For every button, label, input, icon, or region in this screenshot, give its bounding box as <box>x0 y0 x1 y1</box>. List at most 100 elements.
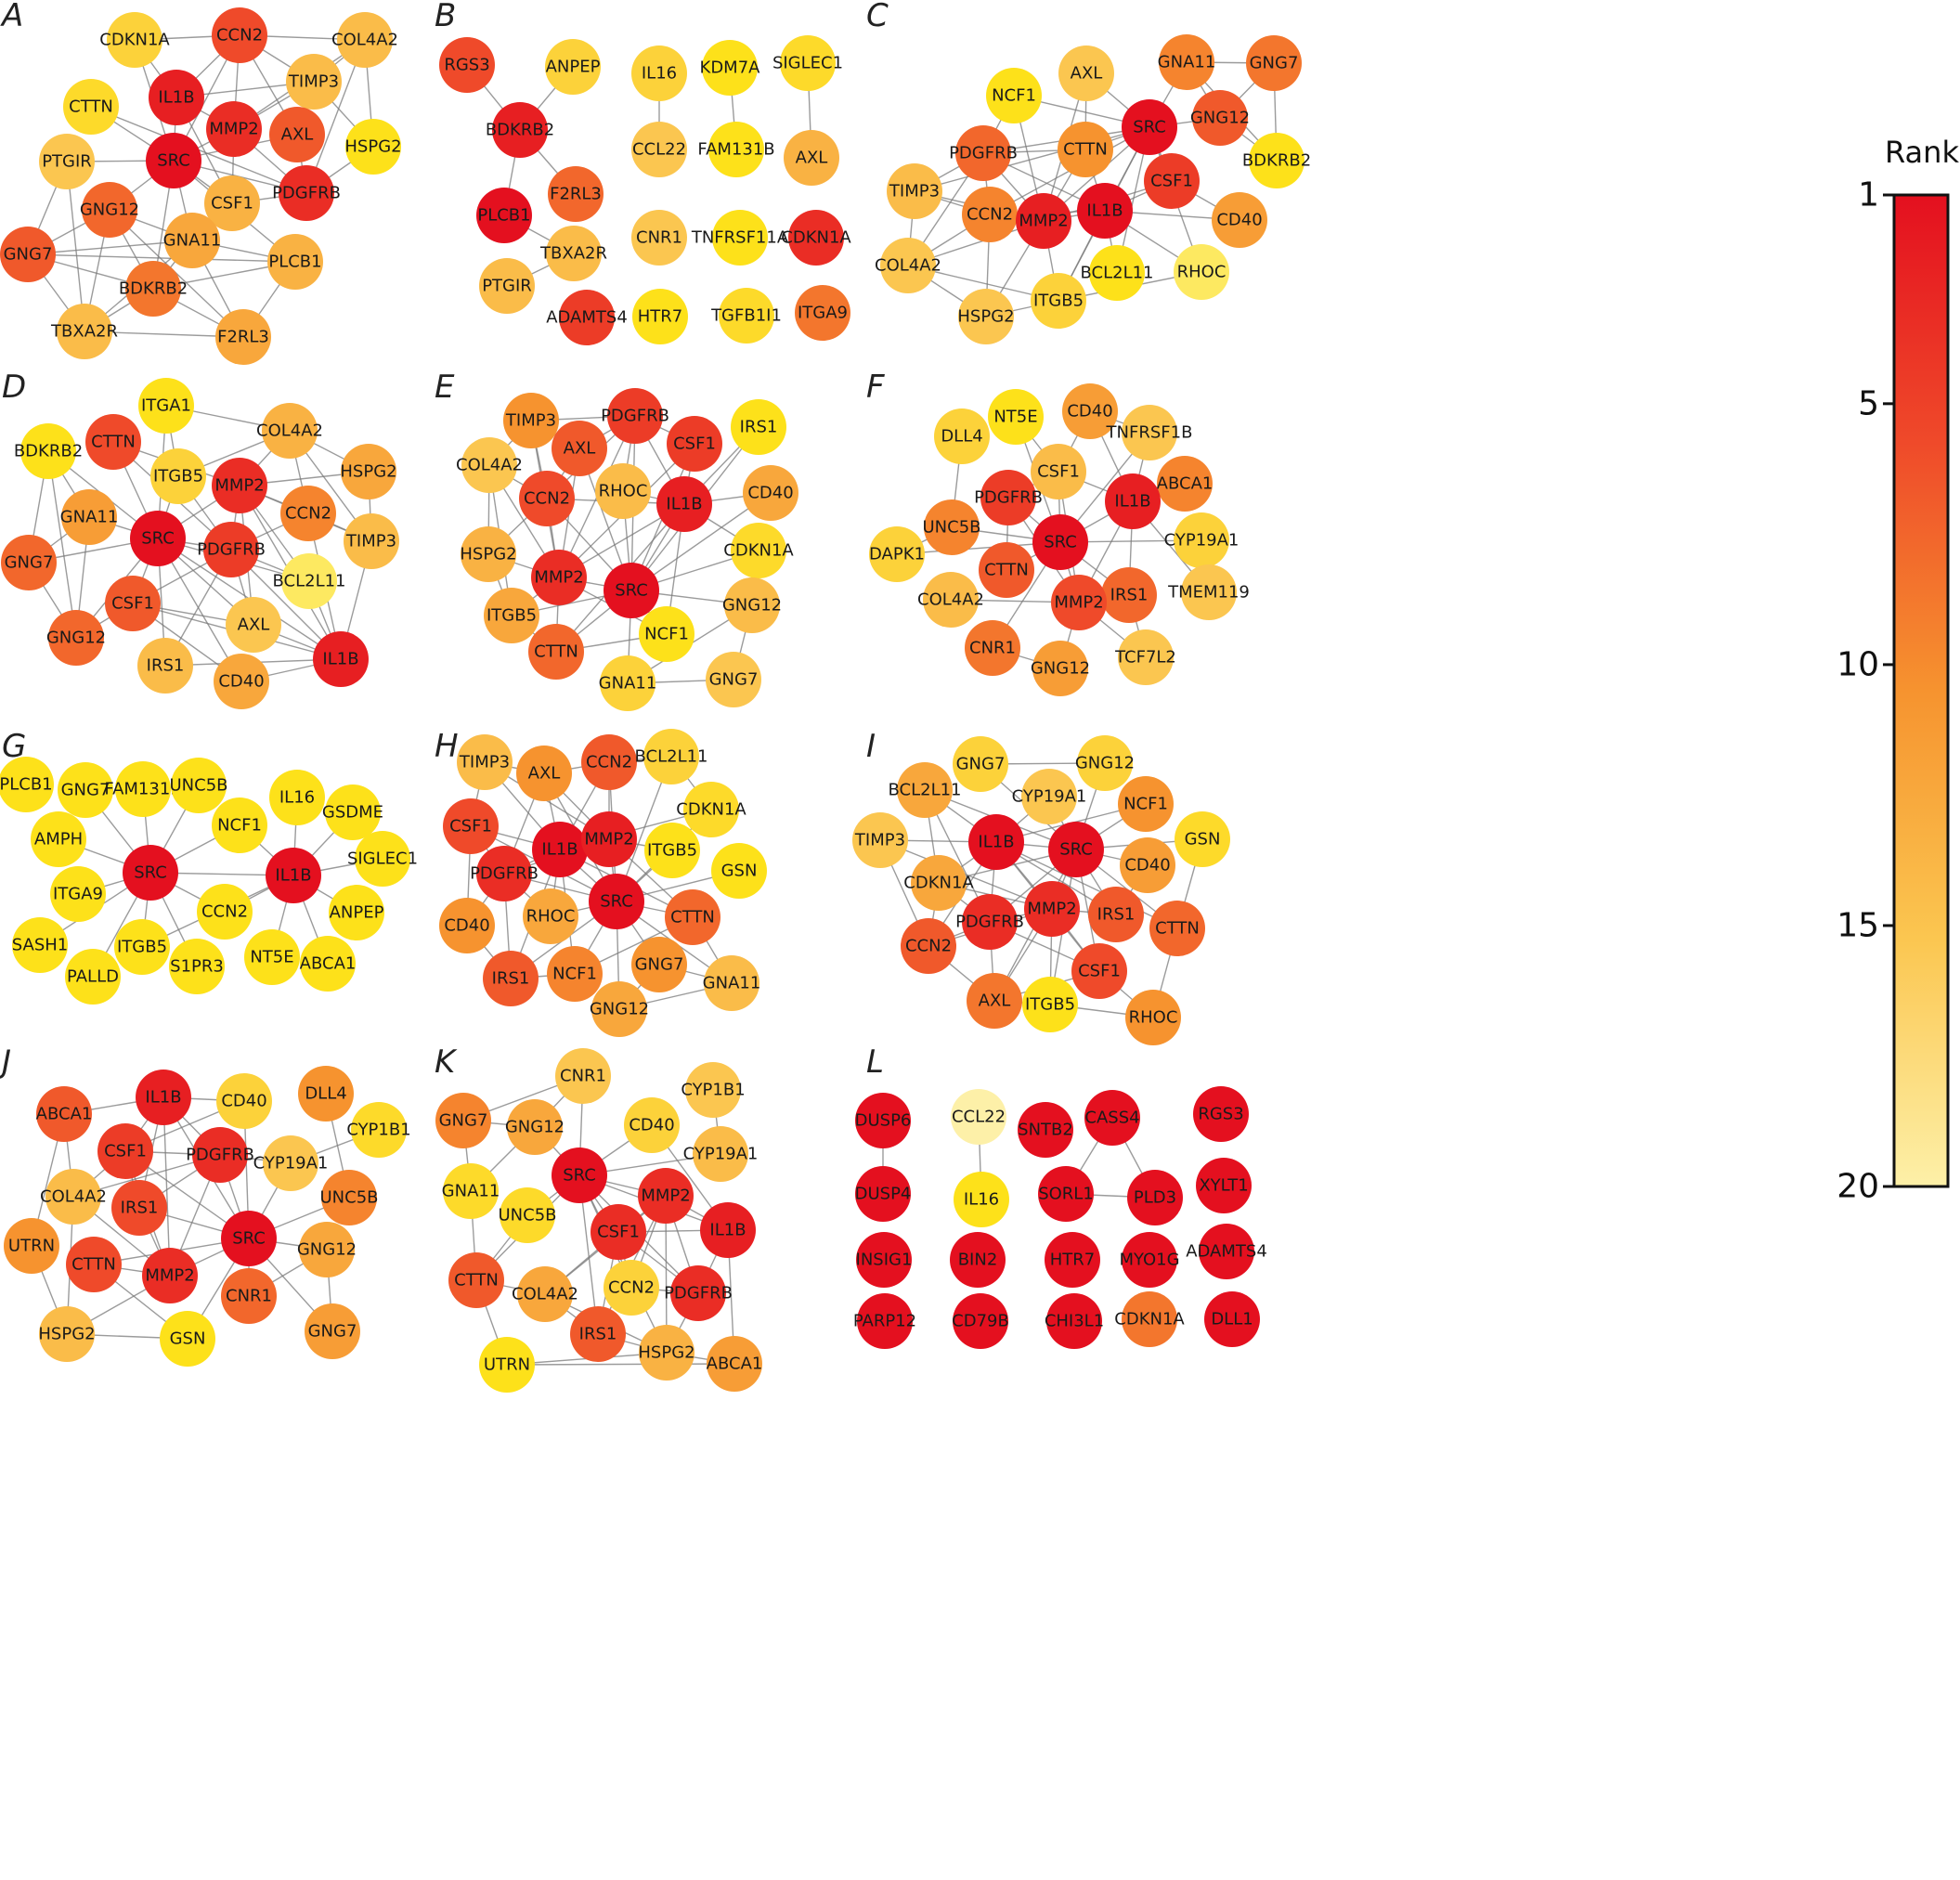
network-node: CDKN1A <box>676 782 746 837</box>
network-node: PLCB1 <box>476 188 532 243</box>
network-node: PDGFRB <box>470 846 539 901</box>
node-label: AXL <box>1071 64 1103 84</box>
node-circle <box>731 399 786 455</box>
network-node: GNG12 <box>1031 641 1090 696</box>
node-circle <box>0 227 56 282</box>
node-label: SIGLEC1 <box>347 849 418 869</box>
node-circle <box>212 7 267 63</box>
node-label: CDKN1A <box>676 800 746 820</box>
network-node: SRC <box>552 1147 607 1203</box>
node-label: COL4A2 <box>512 1285 578 1304</box>
node-circle <box>45 1169 101 1225</box>
network-node: MYO1G <box>1119 1232 1180 1288</box>
node-label: IL1B <box>1114 492 1150 512</box>
network-node: COL4A2 <box>40 1169 107 1225</box>
node-label: CYP19A1 <box>1012 787 1087 807</box>
node-circle <box>667 416 722 472</box>
node-circle <box>552 421 607 476</box>
network-node: GNG12 <box>46 610 106 666</box>
node-label: GNA11 <box>1158 53 1216 72</box>
network-node: AXL <box>269 107 325 162</box>
node-circle <box>461 437 517 493</box>
network-node: CD40 <box>743 465 798 521</box>
node-circle <box>656 476 712 532</box>
network-node: PARP12 <box>853 1293 916 1349</box>
network-node: ITGB5 <box>150 448 206 504</box>
network-node: AXL <box>784 130 839 186</box>
network-edge <box>879 839 1053 910</box>
node-label: GSN <box>721 862 758 881</box>
node-label: ITGA9 <box>53 885 103 904</box>
node-label: CD40 <box>221 1092 266 1111</box>
network-node: IL1B <box>656 476 712 532</box>
node-circle <box>923 572 979 628</box>
network-node: GNG7 <box>58 762 113 818</box>
network-node: CTTN <box>63 79 119 135</box>
node-circle <box>1058 45 1114 101</box>
node-circle <box>269 770 325 825</box>
network-node: CCL22 <box>951 1089 1006 1145</box>
node-circle <box>724 577 780 633</box>
node-label: ABCA1 <box>36 1105 93 1124</box>
node-label: SNTB2 <box>1018 1121 1073 1140</box>
node-label: DLL4 <box>305 1084 346 1104</box>
network-node: IL1B <box>968 814 1024 870</box>
network-node: CDKN1A <box>1114 1291 1185 1347</box>
network-node: BDKRB2 <box>14 423 83 479</box>
node-circle <box>523 888 578 944</box>
network-node: CNR1 <box>965 620 1020 676</box>
network-node: CYP19A1 <box>683 1126 758 1182</box>
node-circle <box>203 522 259 577</box>
network-node: F2RL3 <box>215 309 271 365</box>
panel-label-i: I <box>866 728 876 765</box>
node-label: ITGB5 <box>1025 995 1075 1015</box>
network-node: IL16 <box>269 770 325 825</box>
node-label: TIMP3 <box>505 411 556 431</box>
network-edge <box>162 1096 171 1277</box>
node-circle <box>298 1066 354 1122</box>
node-label: CD40 <box>1216 211 1262 230</box>
node-circle <box>1018 1102 1073 1158</box>
network-node: GSN <box>1175 811 1230 867</box>
panel-label-d: D <box>2 369 26 406</box>
node-label: PLCB1 <box>0 775 53 795</box>
node-label: BDKRB2 <box>1242 151 1311 171</box>
node-circle <box>731 523 786 578</box>
node-circle <box>20 423 76 479</box>
network-node: GSN <box>711 843 767 899</box>
node-label: GNG12 <box>590 1000 649 1019</box>
network-edge <box>630 492 772 591</box>
node-circle <box>788 210 844 266</box>
node-circle <box>461 526 516 582</box>
node-label: GNG12 <box>46 629 106 648</box>
node-label: GNG7 <box>1250 54 1299 73</box>
network-node: COL4A2 <box>456 437 523 493</box>
node-circle <box>986 68 1042 123</box>
network-node: GNG12 <box>590 981 649 1037</box>
node-circle <box>979 542 1034 598</box>
node-circle <box>531 550 587 605</box>
node-label: F2RL3 <box>217 328 269 347</box>
node-label: CD40 <box>218 672 264 692</box>
node-label: CD40 <box>629 1116 674 1135</box>
node-circle <box>1062 383 1118 439</box>
node-circle <box>1046 1293 1102 1349</box>
node-circle <box>435 1093 491 1148</box>
node-label: UTRN <box>8 1237 55 1256</box>
node-circle <box>212 458 267 513</box>
node-label: TNFRSF1B <box>1106 423 1193 443</box>
node-circle <box>443 1163 499 1219</box>
network-node: CTTN <box>85 414 141 470</box>
network-node: CTTN <box>1058 122 1113 177</box>
node-label: IRS1 <box>147 656 185 676</box>
network-node: TCF7L2 <box>1114 629 1176 685</box>
node-circle <box>1024 881 1080 937</box>
node-circle <box>355 831 410 887</box>
node-circle <box>63 79 119 135</box>
network-node: IRS1 <box>137 638 193 694</box>
node-label: RGS3 <box>444 56 489 75</box>
node-circle <box>1045 1232 1100 1288</box>
node-label: PTGIR <box>482 277 532 296</box>
node-circle <box>532 822 588 877</box>
node-circle <box>880 238 936 293</box>
